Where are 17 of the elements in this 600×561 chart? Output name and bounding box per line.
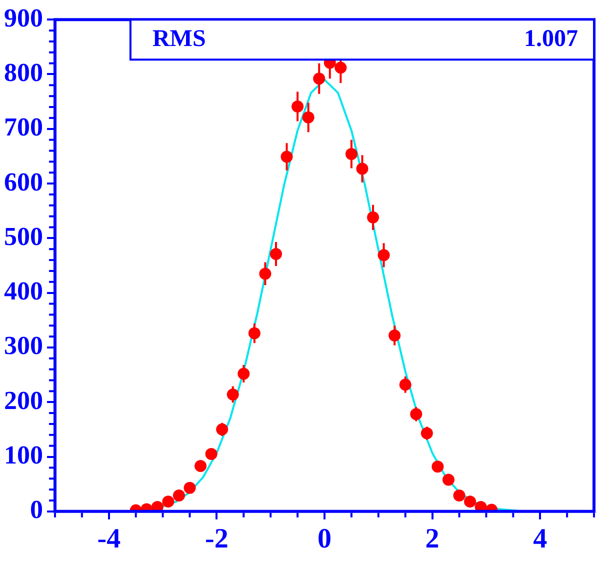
y-tick-label: 200 <box>4 386 43 415</box>
y-tick-label: 400 <box>4 276 43 306</box>
y-tick-label: 800 <box>4 58 43 87</box>
annotation: RMS <box>152 26 206 52</box>
x-tick-label: -4 <box>97 523 121 554</box>
y-tick-label: 100 <box>4 440 43 470</box>
x-tick-label: 4 <box>533 523 548 554</box>
x-tick-label: 0 <box>318 523 332 554</box>
y-tick-label: 300 <box>4 331 43 360</box>
annotation: 1.007 <box>524 26 578 52</box>
x-tick-label: 2 <box>425 523 440 554</box>
y-tick-label: 700 <box>4 112 43 142</box>
y-tick-label: 600 <box>4 167 43 196</box>
y-tick-label: 500 <box>4 222 43 251</box>
x-tick-label: -2 <box>205 523 228 554</box>
y-tick-label: 900 <box>4 3 43 32</box>
y-tick-label: 0 <box>30 495 43 524</box>
